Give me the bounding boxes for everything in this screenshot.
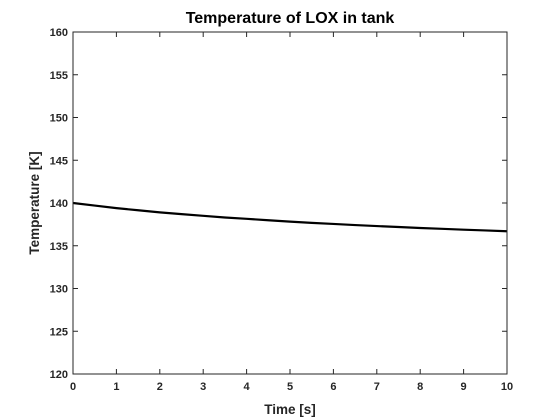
axes-box [72,31,508,375]
x-tick-label: 3 [200,381,206,393]
y-tick-label: 155 [50,70,68,82]
x-axis-label: Time [s] [264,402,316,417]
y-tick-label: 135 [50,241,68,253]
x-tick-label: 7 [374,381,380,393]
x-tick-label: 4 [244,381,251,393]
x-axis-ticks: 0 1 2 3 4 5 6 7 8 9 10 [70,32,513,393]
y-tick-label: 150 [50,113,68,125]
y-tick-label: 120 [50,369,68,381]
chart-title: Temperature of LOX in tank [186,10,395,27]
y-axis-label: Temperature [K] [27,151,42,254]
y-tick-label: 140 [50,198,68,210]
x-tick-label: 1 [113,381,119,393]
x-tick-label: 10 [501,381,513,393]
y-tick-label: 145 [50,155,68,167]
x-tick-label: 5 [287,381,293,393]
y-tick-label: 160 [50,27,68,39]
y-axis-ticks: 120 125 130 135 140 145 150 155 160 [50,27,507,381]
x-tick-label: 9 [461,381,467,393]
series-line-temperature [72,201,508,233]
y-tick-label: 125 [50,326,68,338]
x-tick-label: 6 [330,381,336,393]
y-tick-label: 130 [50,284,68,296]
x-tick-label: 0 [70,381,76,393]
x-tick-label: 8 [417,381,423,393]
x-tick-label: 2 [157,381,163,393]
